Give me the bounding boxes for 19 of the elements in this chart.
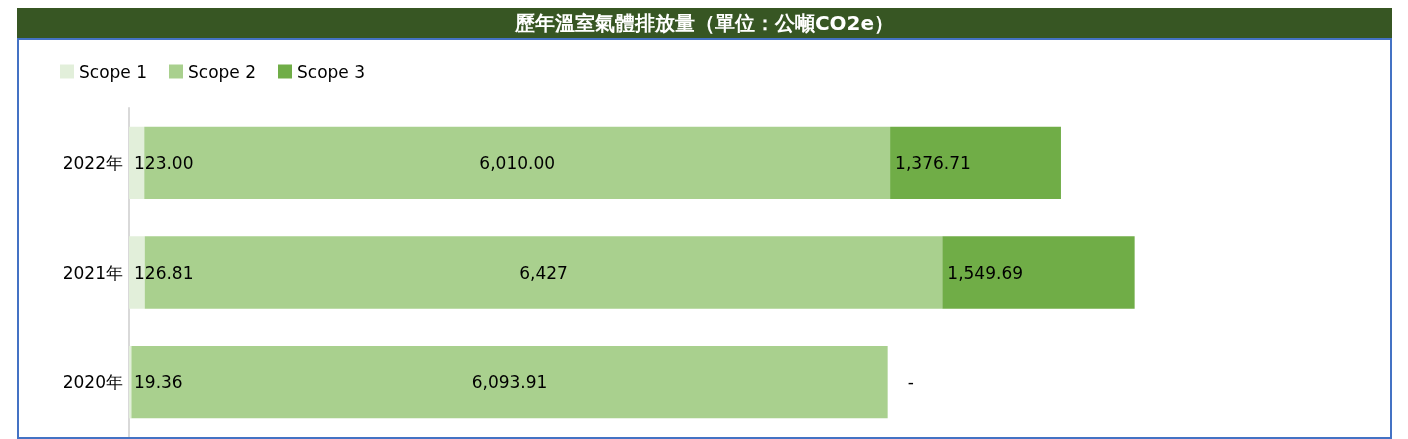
text: -: [907, 372, 914, 393]
y-tick-label: 2020年: [62, 372, 123, 393]
bar: [942, 236, 1135, 309]
chart-title: 歷年溫室氣體排放量（單位：公噸CO2e）: [17, 8, 1392, 38]
bar: [131, 345, 888, 419]
data-label: 6,427: [519, 262, 568, 283]
y-tick-label: 2021年: [62, 262, 123, 283]
legend-label: Scope 1: [79, 61, 148, 82]
data-label: 6,093.91: [471, 372, 548, 393]
data-label: 19.36: [134, 372, 183, 393]
data-label: 123.00: [134, 152, 194, 173]
data-label: 1,549.69: [947, 262, 1024, 283]
legend-label: Scope 3: [297, 61, 366, 82]
bar: [890, 126, 1061, 200]
data-label: 126.81: [134, 262, 194, 283]
data-label: 1,376.71: [895, 152, 971, 173]
y-tick-label: 2022年: [62, 152, 123, 173]
legend-label: Scope 2: [188, 61, 257, 82]
data-label: 6,010.00: [479, 152, 556, 173]
